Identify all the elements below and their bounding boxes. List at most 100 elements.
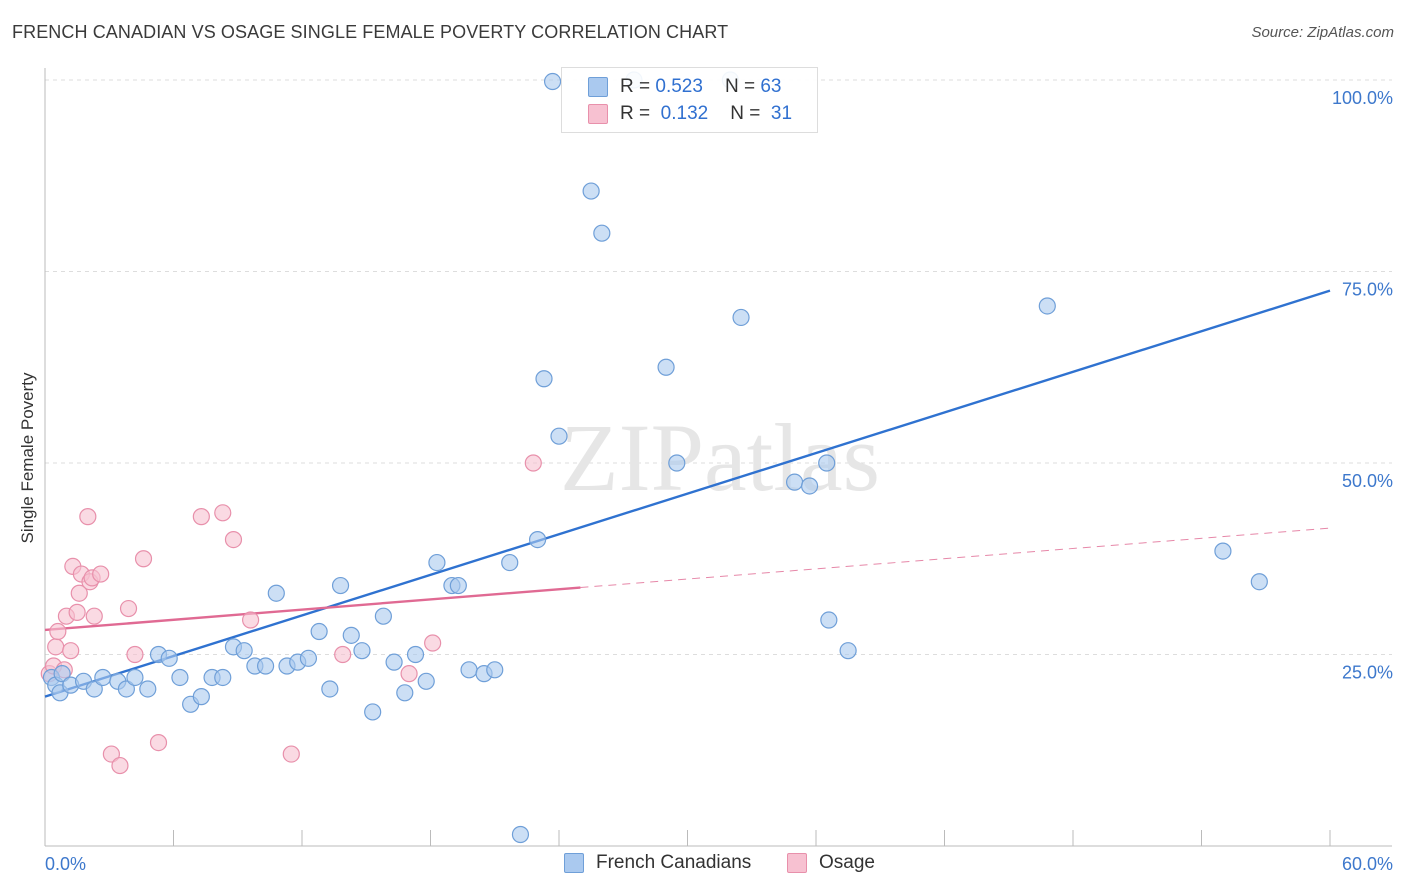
- point-osage: [149, 733, 168, 752]
- point-osage: [79, 508, 97, 526]
- point-osage: [242, 611, 260, 629]
- n-label: N =: [724, 76, 756, 97]
- point-french-canadians: [460, 661, 478, 679]
- point-french-canadians: [374, 607, 392, 625]
- point-french-canadians: [310, 622, 328, 641]
- trend-line-osage: [44, 586, 581, 632]
- point-french-canadians: [235, 642, 253, 660]
- point-osage: [92, 565, 110, 583]
- point-french-canadians: [256, 657, 275, 675]
- point-french-canadians: [428, 553, 446, 572]
- point-french-canadians: [192, 688, 210, 706]
- point-french-canadians: [53, 665, 71, 683]
- point-french-canadians: [528, 530, 547, 549]
- point-french-canadians: [785, 473, 804, 491]
- x-tick-label-max: 60.0%: [1342, 854, 1393, 874]
- point-french-canadians: [385, 653, 403, 671]
- point-french-canadians: [117, 680, 135, 698]
- x-tick-label-min: 0.0%: [45, 854, 86, 874]
- point-osage: [400, 665, 418, 683]
- legend: French Canadians Osage: [0, 852, 1406, 878]
- point-osage: [47, 638, 65, 656]
- point-french-canadians: [543, 72, 562, 91]
- point-french-canadians: [486, 661, 504, 679]
- point-osage: [224, 530, 243, 549]
- point-french-canadians: [417, 672, 435, 690]
- stats-swatch-blue: [588, 77, 608, 97]
- point-french-canadians: [593, 224, 611, 242]
- point-french-canadians: [657, 358, 675, 376]
- y-tick-label: 50.0%: [1342, 471, 1393, 491]
- point-french-canadians: [139, 680, 157, 698]
- point-osage: [62, 642, 80, 660]
- source-label: Source: ZipAtlas.com: [1251, 24, 1394, 41]
- point-osage: [85, 607, 103, 625]
- point-french-canadians: [732, 308, 750, 327]
- point-osage: [102, 745, 120, 763]
- legend-swatch-pink: [787, 853, 807, 873]
- point-french-canadians: [1038, 297, 1056, 315]
- legend-label: Osage: [819, 852, 875, 873]
- point-french-canadians: [818, 454, 836, 472]
- point-osage: [192, 508, 210, 526]
- r-label: R =: [620, 103, 651, 124]
- point-french-canadians: [511, 825, 530, 844]
- point-french-canadians: [820, 611, 838, 629]
- point-osage: [126, 645, 144, 664]
- point-french-canadians: [839, 642, 857, 660]
- stats-swatch-pink: [588, 104, 608, 124]
- point-french-canadians: [364, 703, 382, 721]
- stats-box: R = 0.523 N = 63 R = 0.132 N = 31: [561, 67, 818, 133]
- chart-title: FRENCH CANADIAN VS OSAGE SINGLE FEMALE P…: [12, 22, 729, 42]
- point-french-canadians: [214, 668, 232, 687]
- point-french-canadians: [126, 668, 144, 687]
- point-osage: [524, 454, 542, 472]
- point-french-canadians: [550, 427, 568, 445]
- point-french-canadians: [800, 477, 819, 495]
- point-french-canadians: [85, 680, 103, 698]
- stats-row-french-canadians: R = 0.523 N = 63: [562, 74, 781, 100]
- point-osage: [70, 584, 88, 602]
- point-french-canadians: [396, 684, 414, 702]
- legend-item-osage[interactable]: Osage: [787, 852, 875, 874]
- n-value: 31: [770, 103, 793, 124]
- legend-swatch-blue: [564, 853, 584, 873]
- point-osage: [134, 550, 153, 568]
- point-french-canadians: [501, 553, 519, 572]
- point-french-canadians: [353, 642, 371, 660]
- point-french-canadians: [582, 182, 600, 200]
- legend-item-french-canadians[interactable]: French Canadians: [564, 852, 751, 874]
- point-french-canadians: [449, 576, 467, 595]
- n-label: N =: [730, 103, 761, 124]
- point-french-canadians: [406, 645, 425, 664]
- r-value: 0.132: [660, 103, 709, 124]
- point-french-canadians: [1214, 542, 1232, 560]
- point-osage: [49, 622, 67, 641]
- point-french-canadians: [668, 454, 686, 472]
- point-french-canadians: [160, 649, 178, 667]
- point-french-canadians: [535, 370, 553, 388]
- point-french-canadians: [299, 649, 318, 667]
- point-french-canadians: [342, 626, 360, 644]
- y-tick-label: 25.0%: [1342, 663, 1393, 683]
- point-french-canadians: [267, 584, 285, 602]
- point-osage: [424, 634, 442, 652]
- y-tick-label: 75.0%: [1342, 280, 1393, 300]
- point-french-canadians: [94, 668, 112, 687]
- point-osage: [111, 756, 129, 775]
- y-tick-label: 100.0%: [1332, 88, 1393, 108]
- n-value: 63: [760, 76, 782, 97]
- point-french-canadians: [171, 668, 189, 687]
- r-value: 0.523: [655, 76, 703, 97]
- point-osage: [334, 645, 352, 664]
- point-osage: [119, 599, 138, 618]
- stats-row-osage: R = 0.132 N = 31: [562, 101, 792, 127]
- r-label: R =: [620, 76, 651, 97]
- point-osage: [68, 603, 86, 621]
- point-french-canadians: [1250, 573, 1268, 591]
- point-osage: [214, 504, 232, 522]
- point-osage: [282, 745, 300, 763]
- point-french-canadians: [321, 680, 339, 698]
- trend-line-french-canadians: [44, 289, 1331, 698]
